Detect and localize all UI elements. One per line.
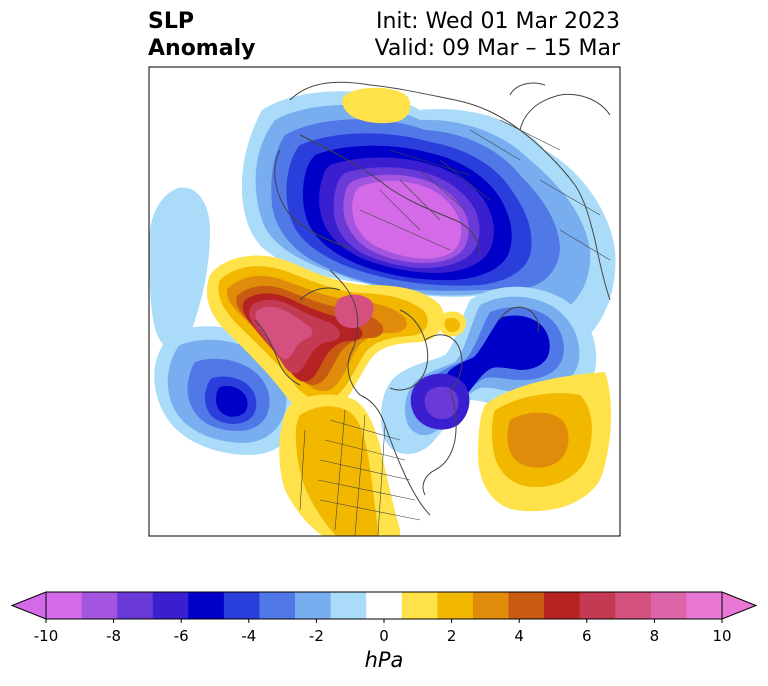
colorbar-segment [259, 592, 296, 619]
negative-anomaly-hudson [380, 286, 597, 455]
map-frame [148, 66, 621, 537]
title-right: Init: Wed 01 Mar 2023 Valid: 09 Mar – 15… [375, 8, 620, 62]
negative-anomaly-arctic [241, 91, 616, 340]
colorbar-segment [81, 592, 118, 619]
colorbar-segment [650, 592, 688, 619]
colorbar-segment [46, 592, 83, 619]
colorbar-extend-max [721, 591, 758, 620]
negative-anomaly-pacific [149, 187, 302, 455]
colorbar-segment [117, 592, 154, 619]
colorbar-tick-label: 4 [514, 627, 524, 645]
colorbar-segment [330, 592, 367, 619]
colorbar-tick-label: 10 [712, 627, 732, 645]
colorbar-segment [366, 592, 403, 619]
colorbar-segment [615, 592, 652, 619]
colorbar-segment [437, 592, 474, 619]
eurasia-borders [359, 119, 611, 261]
colorbar-segment [579, 592, 616, 619]
positive-anomaly-alaska [206, 255, 444, 415]
colorbar-segment [188, 592, 225, 619]
coastlines [254, 81, 611, 516]
colorbar-tick-label: -10 [33, 627, 59, 645]
colorbar-tick-label: -8 [106, 627, 122, 645]
map-panel [149, 67, 620, 536]
colorbar-segment [401, 592, 438, 619]
colorbar-tick-label: -2 [308, 627, 324, 645]
us-state-borders [299, 409, 421, 536]
title-variable: SLP [148, 9, 194, 34]
init-date: Init: Wed 01 Mar 2023 [375, 9, 620, 34]
title-kind: Anomaly [148, 36, 256, 61]
colorbar-segment [152, 592, 189, 619]
colorbar-segment [295, 592, 332, 619]
colorbar-tick-label: 0 [379, 627, 389, 645]
colorbar-extend-min [10, 591, 47, 620]
positive-anomaly-baffin [438, 311, 466, 337]
positive-anomaly-north [342, 87, 411, 124]
colorbar [10, 591, 758, 623]
positive-anomaly-atlantic [478, 372, 612, 512]
colorbar-segment [508, 592, 545, 619]
colorbar-segment [223, 592, 261, 619]
title-left: SLP Anomaly [148, 8, 255, 62]
colorbar-tick-label: 6 [582, 627, 592, 645]
colorbar-tick-label: 8 [649, 627, 660, 645]
colorbar-tick-label: -6 [173, 627, 189, 645]
colorbar-tick-label: 2 [446, 627, 457, 645]
colorbar-segment [544, 592, 581, 619]
colorbar-segment [686, 592, 723, 619]
colorbar-unit: hPa [364, 648, 404, 672]
colorbar-segment [472, 592, 510, 619]
colorbar-tick-label: -4 [241, 627, 257, 645]
valid-range: Valid: 09 Mar – 15 Mar [374, 36, 620, 61]
